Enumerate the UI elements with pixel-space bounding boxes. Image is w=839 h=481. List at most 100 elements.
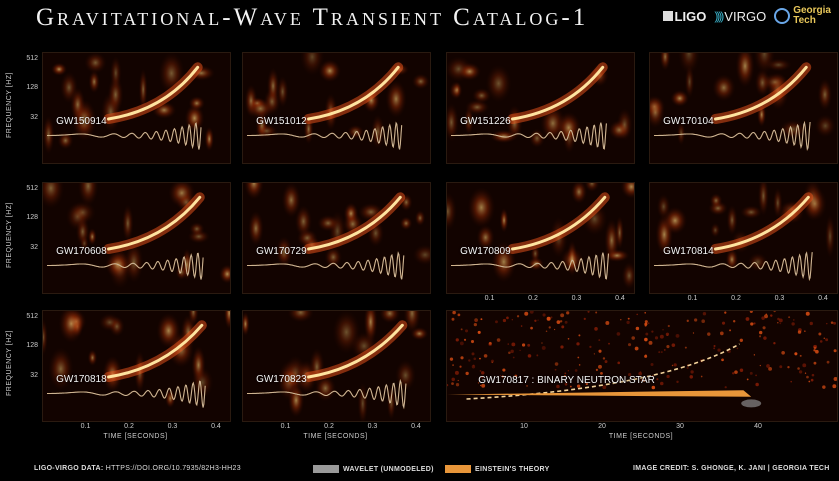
noise-speck (526, 385, 528, 387)
noise-speck (608, 342, 610, 345)
noise-speck (739, 368, 744, 372)
noise-blob (464, 106, 474, 135)
x-axis-label: TIME [SECONDS] (303, 433, 368, 440)
noise-speck (694, 318, 698, 322)
noise-blob (243, 311, 250, 337)
noise-speck (451, 377, 455, 382)
noise-blob (529, 128, 545, 148)
noise-speck (671, 364, 674, 367)
y-tick-label: 32 (30, 114, 38, 121)
noise-blob (447, 102, 459, 142)
noise-speck (647, 322, 650, 324)
noise-speck (832, 384, 837, 389)
noise-speck (797, 367, 800, 370)
noise-blob (371, 114, 385, 149)
noise-speck (511, 342, 516, 347)
wavelet-waveform (741, 399, 762, 408)
noise-speck (560, 345, 564, 349)
noise-speck (589, 345, 592, 349)
x-tick-label: 0.2 (528, 295, 538, 302)
noise-speck (548, 326, 551, 329)
x-tick-label: 0.1 (484, 295, 495, 302)
noise-speck (766, 364, 770, 368)
noise-speck (808, 380, 811, 383)
spectrogram-svg (43, 311, 230, 409)
chirp-track (510, 65, 605, 121)
noise-speck (833, 376, 837, 381)
noise-speck (600, 372, 603, 375)
noise-speck (724, 311, 727, 314)
noise-speck (659, 334, 664, 339)
noise-speck (447, 383, 449, 387)
noise-speck (510, 349, 514, 354)
chirp-track (106, 65, 200, 121)
noise-speck (576, 342, 580, 346)
noise-speck (605, 320, 610, 325)
noise-speck (602, 357, 606, 360)
noise-speck (819, 340, 823, 343)
noise-speck (542, 313, 546, 317)
noise-speck (822, 385, 826, 389)
spectrogram-panel: GW170809 (446, 182, 635, 294)
wavelet-waveform (47, 380, 206, 408)
noise-speck (480, 318, 483, 321)
noise-speck (809, 321, 813, 326)
noise-speck (830, 321, 834, 324)
noise-speck (512, 356, 515, 359)
noise-blob (386, 384, 396, 421)
y-axis-label: FREQUENCY [HZ] (6, 201, 13, 268)
noise-blob (726, 204, 738, 236)
noise-blob (109, 55, 122, 91)
noise-blob (88, 70, 100, 94)
noise-blob (412, 244, 430, 266)
noise-speck (644, 337, 648, 342)
noise-speck (474, 320, 477, 323)
noise-blob (659, 53, 671, 71)
noise-speck (656, 378, 659, 381)
noise-speck (499, 374, 502, 377)
legend-theory-label: EINSTEIN'S THEORY (475, 465, 550, 473)
x-tick-label: 0.4 (615, 295, 625, 302)
noise-blob (58, 311, 84, 343)
legend-wavelet-label: WAVELET (UNMODELED) (343, 465, 434, 473)
noise-speck (640, 378, 643, 382)
noise-speck (660, 381, 664, 386)
noise-speck (631, 336, 636, 340)
noise-blob (204, 126, 214, 152)
noise-blob (740, 205, 763, 220)
noise-speck (642, 379, 646, 383)
noise-speck (585, 382, 589, 386)
spectrogram-panel: GW151012 (242, 52, 431, 164)
noise-speck (553, 328, 556, 331)
georgia-tech-seal-icon (774, 8, 791, 24)
chirp-track (510, 195, 607, 251)
noise-speck (511, 319, 513, 321)
data-doi-link[interactable]: HTTPS://DOI.ORG/10.7935/82H3-HH23 (105, 465, 241, 472)
noise-speck (452, 311, 456, 315)
image-credit: IMAGE CREDIT: S. GHONGE, K. JANI | GEORG… (633, 465, 830, 472)
spectrogram-panel: GW150914 (42, 52, 231, 164)
noise-blob (620, 183, 634, 199)
noise-speck (554, 362, 559, 366)
event-label: GW170814 (663, 245, 714, 257)
event-label: GW170809 (460, 245, 511, 257)
noise-speck (701, 319, 705, 323)
noise-speck (763, 336, 767, 340)
noise-speck (644, 324, 647, 327)
noise-speck (791, 322, 795, 326)
noise-speck (536, 354, 539, 357)
noise-speck (507, 343, 509, 345)
noise-speck (519, 349, 521, 351)
noise-speck (713, 344, 716, 348)
noise-speck (663, 349, 666, 351)
noise-blob (43, 115, 55, 155)
noise-speck (530, 326, 533, 330)
noise-blob (616, 108, 633, 142)
noise-speck (520, 325, 523, 327)
noise-speck (713, 347, 716, 350)
noise-blob (51, 62, 68, 76)
noise-speck (686, 319, 689, 322)
chirp-track (106, 195, 202, 251)
legend-theory: EINSTEIN'S THEORY (445, 465, 550, 473)
noise-speck (758, 330, 763, 335)
